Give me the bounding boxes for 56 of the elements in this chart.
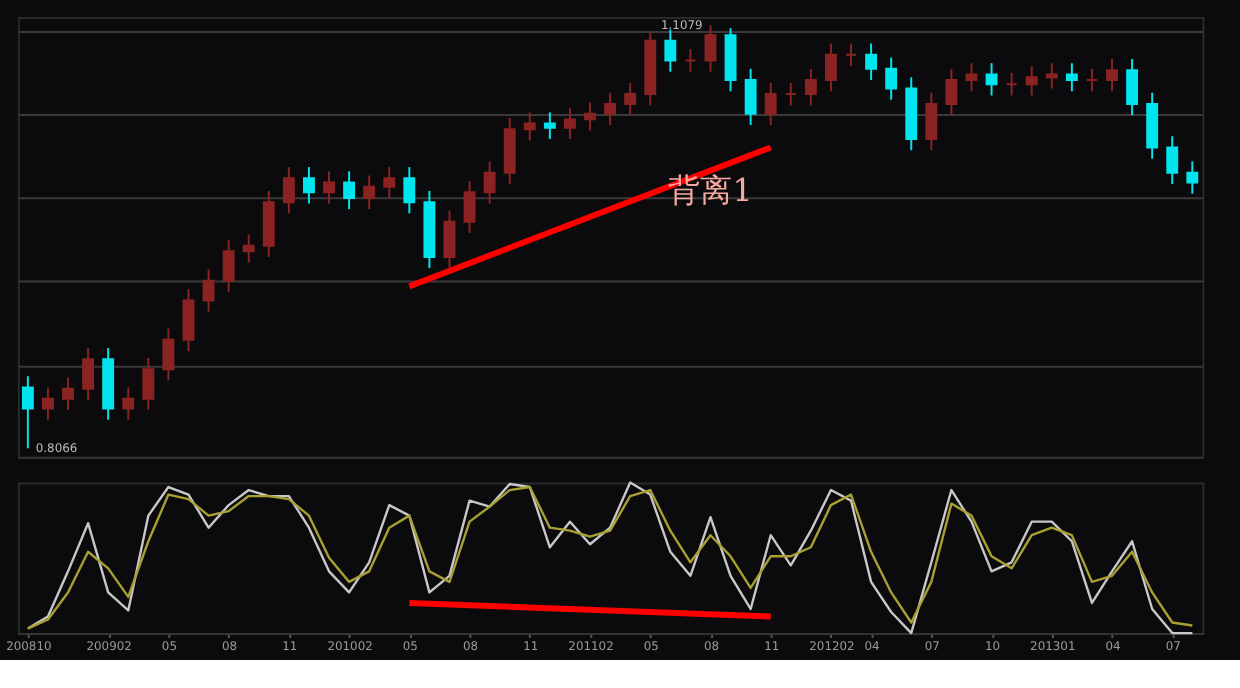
candlestick [82, 347, 95, 402]
candlestick [282, 166, 295, 215]
candlestick [202, 268, 215, 313]
candlestick [303, 166, 315, 205]
candlestick [62, 376, 74, 411]
candlestick [1126, 58, 1139, 117]
candlestick [363, 174, 376, 211]
candlestick [584, 101, 596, 132]
candlestick [242, 233, 255, 264]
candlestick [764, 81, 777, 126]
annotation: 背离1 [668, 170, 753, 209]
candlestick [564, 107, 576, 141]
candlestick [543, 111, 556, 141]
candlestick [523, 111, 536, 142]
candlestick [483, 160, 496, 205]
candlestick [925, 91, 938, 152]
candlestick [323, 170, 335, 205]
candlestick [1045, 62, 1058, 90]
candlestick [845, 42, 857, 68]
candlestick [684, 48, 697, 73]
candlestick [965, 62, 978, 93]
candlestick [21, 375, 34, 450]
candlestick [463, 180, 476, 235]
candlestick [664, 28, 677, 73]
candlestick [1146, 91, 1159, 160]
candlestick [704, 24, 717, 73]
candlestick [1065, 62, 1078, 93]
candlestick [142, 356, 155, 411]
candlestick [885, 56, 898, 101]
candlestick [744, 67, 757, 126]
candlestick [804, 67, 817, 107]
candlestick [122, 386, 135, 421]
candlestick [1025, 65, 1038, 97]
candlestick [222, 239, 235, 293]
candlestick [343, 170, 356, 211]
candlestick [724, 27, 737, 93]
candlestick [403, 166, 416, 215]
candlestick [42, 386, 54, 421]
candlestick [383, 166, 396, 199]
candlestick [865, 42, 878, 82]
candlestick [985, 62, 998, 97]
candlestick [503, 116, 516, 185]
candlestick [945, 67, 958, 117]
candlestick [1166, 135, 1179, 185]
candlestick [1086, 67, 1098, 93]
candlestick [624, 81, 637, 117]
candlestick [1186, 160, 1199, 195]
candlestick [162, 327, 175, 382]
candlestick [825, 42, 837, 93]
candlestick [182, 288, 195, 352]
candlestick [784, 81, 797, 107]
candlestick [1106, 58, 1118, 93]
candlestick [443, 209, 456, 270]
candlestick [1005, 72, 1018, 97]
candlestick [604, 91, 617, 126]
candlestick [262, 189, 275, 258]
